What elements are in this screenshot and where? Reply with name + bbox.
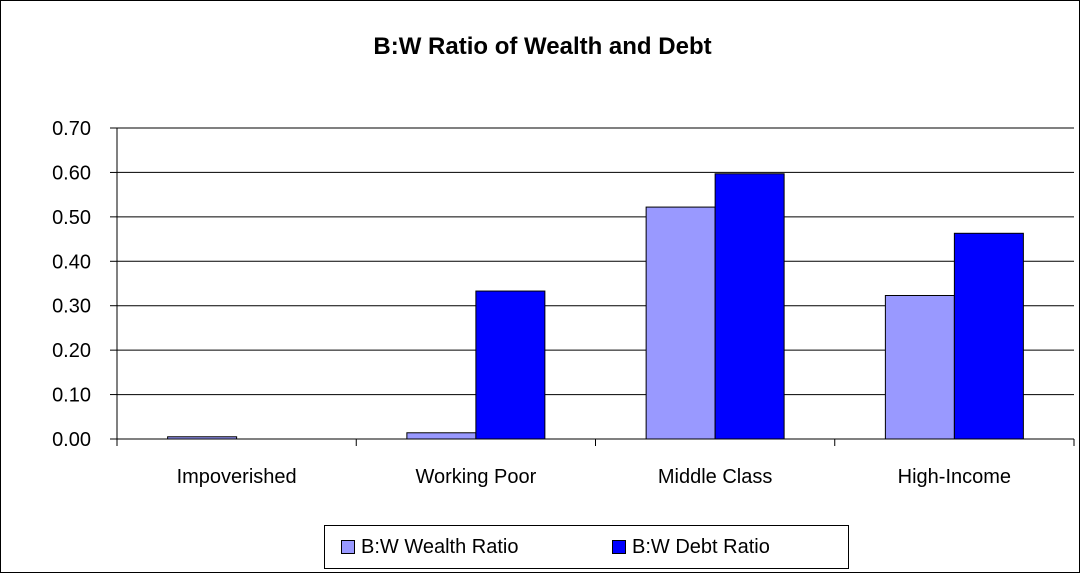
bar-debt [953, 232, 1024, 440]
y-tick-label: 0.70 [52, 118, 91, 140]
y-tick-label: 0.60 [52, 162, 91, 184]
axes: 0.00 0.10 0.20 0.30 0.40 0.50 0.60 0.70 Impoveri… [52, 118, 1075, 488]
y-tick-label: 0.30 [52, 296, 91, 318]
bar-debt [475, 290, 546, 440]
gridlines [117, 127, 1074, 396]
chart-title: B:W Ratio of Wealth and Debt [373, 33, 712, 60]
x-tick-label: Impoverished [177, 466, 297, 488]
bar-wealth [884, 294, 955, 440]
bar-wealth [645, 206, 716, 440]
x-tick-label: Middle Class [658, 466, 772, 488]
legend-label-wealth: B:W Wealth Ratio [361, 535, 519, 558]
legend-item-debt: B:W Debt Ratio [612, 526, 770, 568]
bar-wealth [406, 432, 477, 440]
y-tick-label: 0.10 [52, 385, 91, 407]
legend-swatch-wealth [341, 540, 355, 554]
legend-swatch-debt [612, 540, 626, 554]
y-tick-label: 0.50 [52, 207, 91, 229]
legend-label-debt: B:W Debt Ratio [632, 535, 770, 558]
bars [167, 173, 1024, 440]
legend: B:W Wealth Ratio B:W Debt Ratio [324, 525, 849, 569]
y-tick-label: 0.20 [52, 340, 91, 362]
chart-plot: 0.00 0.10 0.20 0.30 0.40 0.50 0.60 0.70 Impoveri… [52, 118, 1075, 488]
bar-debt [714, 173, 785, 440]
x-tick-label: High-Income [898, 466, 1011, 488]
y-tick-label: 0.40 [52, 251, 91, 273]
legend-item-wealth: B:W Wealth Ratio [341, 526, 518, 568]
x-tick-label: Working Poor [415, 466, 536, 488]
y-tick-label: 0.00 [52, 429, 91, 451]
